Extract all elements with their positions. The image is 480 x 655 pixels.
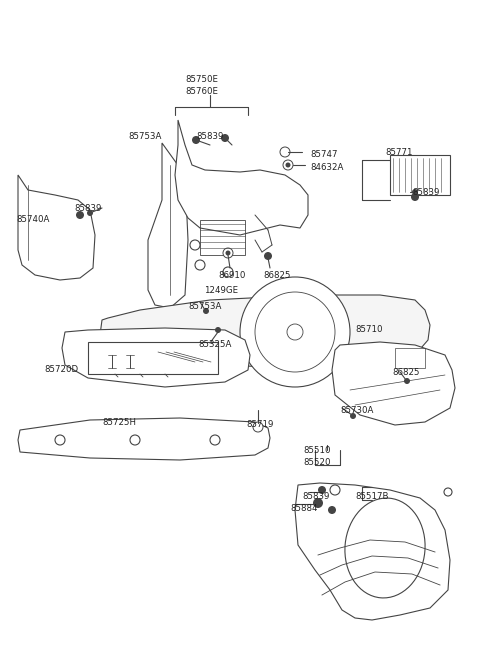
Text: 85510: 85510: [303, 446, 331, 455]
Circle shape: [444, 488, 452, 496]
Bar: [200, 220, 245, 255]
Text: 85839: 85839: [412, 188, 439, 197]
Text: 86910: 86910: [218, 271, 245, 280]
Circle shape: [280, 147, 290, 157]
Polygon shape: [62, 328, 250, 387]
Circle shape: [226, 250, 230, 255]
Text: 85719: 85719: [246, 420, 274, 429]
Circle shape: [210, 435, 220, 445]
Text: 85750E: 85750E: [185, 75, 218, 84]
Circle shape: [215, 327, 221, 333]
Text: 85839: 85839: [196, 132, 223, 141]
Text: 86825: 86825: [392, 368, 420, 377]
Circle shape: [223, 248, 233, 258]
Circle shape: [190, 240, 200, 250]
Circle shape: [411, 193, 419, 201]
Text: 85720D: 85720D: [44, 365, 78, 374]
Text: 1249GE: 1249GE: [204, 286, 238, 295]
Circle shape: [264, 252, 272, 260]
Text: 84632A: 84632A: [310, 163, 343, 172]
Text: 85839: 85839: [74, 204, 101, 213]
Text: 85710: 85710: [355, 325, 383, 334]
Text: 85771: 85771: [385, 148, 412, 157]
Circle shape: [240, 277, 350, 387]
Circle shape: [350, 413, 356, 419]
Circle shape: [412, 189, 418, 195]
Polygon shape: [100, 295, 430, 368]
Circle shape: [287, 324, 303, 340]
Circle shape: [195, 260, 205, 270]
Polygon shape: [18, 418, 270, 460]
Circle shape: [313, 498, 323, 508]
Circle shape: [286, 162, 290, 168]
Text: 85730A: 85730A: [340, 406, 373, 415]
Text: 85760E: 85760E: [185, 87, 218, 96]
Text: 85747: 85747: [310, 150, 337, 159]
Text: 85517B: 85517B: [355, 492, 388, 501]
Polygon shape: [18, 175, 95, 280]
Circle shape: [221, 134, 229, 142]
Circle shape: [192, 136, 200, 144]
Bar: [395, 348, 425, 368]
Circle shape: [283, 160, 293, 170]
Circle shape: [55, 435, 65, 445]
Circle shape: [130, 435, 140, 445]
Text: 85325A: 85325A: [198, 340, 231, 349]
Ellipse shape: [345, 498, 425, 598]
Bar: [88, 342, 218, 374]
Circle shape: [404, 378, 410, 384]
Text: 85740A: 85740A: [16, 215, 49, 224]
Text: 85725H: 85725H: [102, 418, 136, 427]
Bar: [390, 155, 450, 195]
Polygon shape: [295, 483, 450, 620]
Circle shape: [253, 422, 263, 432]
Circle shape: [203, 308, 209, 314]
Text: 85884: 85884: [290, 504, 317, 513]
Text: 85839: 85839: [302, 492, 329, 501]
Circle shape: [318, 486, 326, 494]
Polygon shape: [175, 120, 308, 235]
Circle shape: [223, 267, 233, 277]
Circle shape: [330, 485, 340, 495]
Circle shape: [76, 211, 84, 219]
Text: 85520: 85520: [303, 458, 331, 467]
Text: 85753A: 85753A: [188, 302, 221, 311]
Circle shape: [328, 506, 336, 514]
Polygon shape: [148, 143, 188, 308]
Text: 86825: 86825: [263, 271, 290, 280]
Circle shape: [87, 210, 93, 216]
Polygon shape: [332, 342, 455, 425]
Text: 85753A: 85753A: [128, 132, 161, 141]
Circle shape: [255, 292, 335, 372]
